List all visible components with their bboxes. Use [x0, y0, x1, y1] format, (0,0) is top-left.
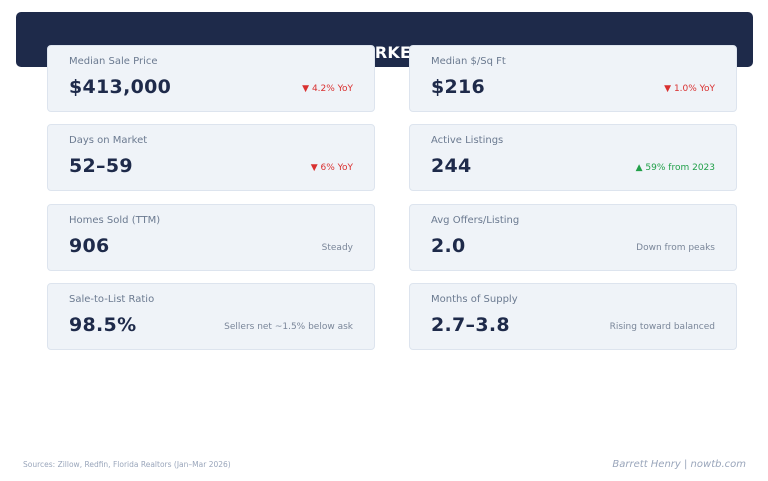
- metric-trend: ▼ 1.0% YoY: [664, 84, 715, 94]
- metric-label: Avg Offers/Listing: [431, 215, 520, 226]
- metric-label: Active Listings: [431, 135, 504, 146]
- metric-label: Days on Market: [69, 135, 148, 146]
- metric-value: 2.7–3.8: [431, 314, 510, 336]
- metric-trend: ▼ 6% YoY: [310, 163, 353, 173]
- metric-label: Months of Supply: [431, 294, 518, 305]
- metric-value: 244: [431, 155, 472, 177]
- metric-card-median-sale-price: Median Sale Price $413,000 ▼ 4.2% YoY: [47, 45, 375, 112]
- metric-card-homes-sold: Homes Sold (TTM) 906 Steady: [47, 204, 375, 271]
- metric-value: 906: [69, 235, 110, 257]
- metric-trend: Down from peaks: [636, 243, 715, 253]
- metric-value: 2.0: [431, 235, 466, 257]
- metric-trend: Rising toward balanced: [609, 322, 715, 332]
- metric-trend: ▼ 4.2% YoY: [302, 84, 353, 94]
- author-credit: Barrett Henry | nowtb.com: [612, 459, 746, 470]
- metric-trend: Sellers net ~1.5% below ask: [224, 322, 353, 332]
- metric-trend: Steady: [321, 243, 353, 253]
- metric-card-active-listings: Active Listings 244 ▲ 59% from 2023: [409, 124, 737, 191]
- metric-value: $413,000: [69, 76, 172, 98]
- metric-card-sale-to-list: Sale-to-List Ratio 98.5% Sellers net ~1.…: [47, 283, 375, 350]
- metric-value: 98.5%: [69, 314, 137, 336]
- metric-value: $216: [431, 76, 486, 98]
- metric-label: Median Sale Price: [69, 56, 158, 67]
- sources-footnote: Sources: Zillow, Redfin, Florida Realtor…: [23, 460, 231, 469]
- metric-label: Sale-to-List Ratio: [69, 294, 155, 305]
- metric-value: 52–59: [69, 155, 133, 177]
- metric-label: Homes Sold (TTM): [69, 215, 161, 226]
- metric-card-months-of-supply: Months of Supply 2.7–3.8 Rising toward b…: [409, 283, 737, 350]
- metric-card-days-on-market: Days on Market 52–59 ▼ 6% YoY: [47, 124, 375, 191]
- metric-label: Median $/Sq Ft: [431, 56, 506, 67]
- metric-card-avg-offers: Avg Offers/Listing 2.0 Down from peaks: [409, 204, 737, 271]
- metric-card-median-price-per-sqft: Median $/Sq Ft $216 ▼ 1.0% YoY: [409, 45, 737, 112]
- metric-trend: ▲ 59% from 2023: [635, 163, 715, 173]
